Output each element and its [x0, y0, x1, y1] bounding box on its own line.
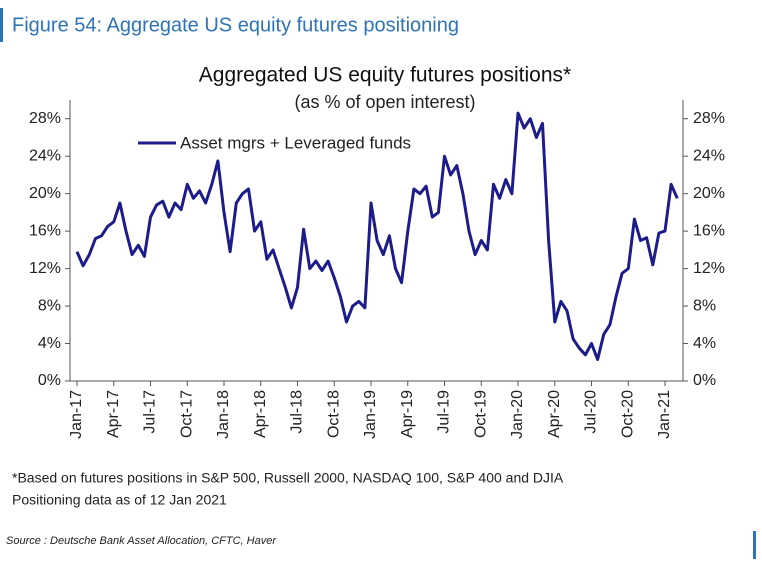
y2-tick-label: 8%	[693, 297, 716, 314]
accent-bar	[0, 8, 3, 42]
y-tick-label: 24%	[29, 147, 61, 164]
x-tick-label: Oct-17	[178, 390, 195, 438]
y2-tick-label: 12%	[693, 260, 725, 277]
legend-label: Asset mgrs + Leveraged funds	[180, 133, 411, 152]
y-tick-label: 0%	[38, 372, 61, 389]
y2-tick-label: 28%	[693, 110, 725, 127]
x-tick-label: Apr-18	[252, 390, 269, 438]
y2-tick-label: 0%	[693, 372, 716, 389]
x-tick-label: Oct-18	[325, 390, 342, 438]
x-tick-label: Jul-18	[289, 390, 306, 434]
x-tick-label: Jan-17	[68, 390, 85, 439]
x-tick-label: Apr-20	[546, 390, 563, 438]
y2-tick-label: 16%	[693, 222, 725, 239]
x-tick-label: Oct-19	[472, 390, 489, 438]
footnote: Positioning data as of 12 Jan 2021	[12, 492, 227, 508]
y2-tick-label: 24%	[693, 147, 725, 164]
footnote: *Based on futures positions in S&P 500, …	[12, 470, 564, 486]
y2-tick-label: 4%	[693, 335, 716, 352]
figure-title: Figure 54: Aggregate US equity futures p…	[12, 14, 459, 36]
x-tick-label: Apr-17	[105, 390, 122, 438]
x-tick-label: Jul-20	[583, 390, 600, 434]
series-line	[75, 111, 679, 361]
chart-title: Aggregated US equity futures positions*	[199, 64, 571, 87]
x-tick-label: Jul-19	[436, 390, 453, 434]
y-tick-label: 12%	[29, 260, 61, 277]
x-tick-label: Jan-20	[509, 390, 526, 439]
chart-subtitle: (as % of open interest)	[294, 92, 475, 112]
y-tick-label: 16%	[29, 222, 61, 239]
y-tick-label: 28%	[29, 110, 61, 127]
source: Source : Deutsche Bank Asset Allocation,…	[6, 535, 277, 547]
x-tick-label: Jul-17	[142, 390, 159, 434]
x-tick-label: Apr-19	[399, 390, 416, 438]
x-tick-label: Jan-18	[215, 390, 232, 439]
y-tick-label: 8%	[38, 297, 61, 314]
x-tick-label: Jan-21	[656, 390, 673, 439]
x-tick-label: Oct-20	[619, 390, 636, 438]
accent-bar	[753, 531, 756, 559]
y2-tick-label: 20%	[693, 185, 725, 202]
y-tick-label: 20%	[29, 185, 61, 202]
x-tick-label: Jan-19	[362, 390, 379, 439]
y-tick-label: 4%	[38, 335, 61, 352]
